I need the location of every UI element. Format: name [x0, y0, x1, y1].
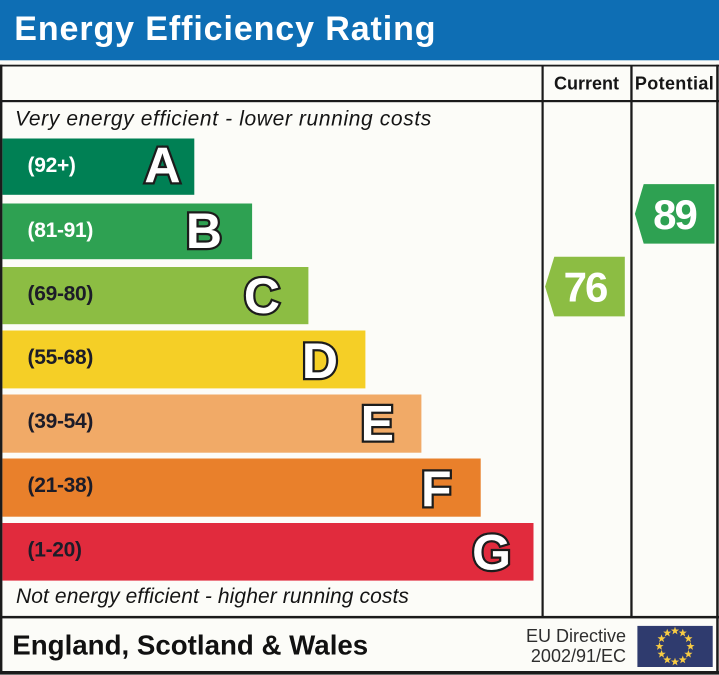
- svg-text:Very energy efficient - lower: Very energy efficient - lower running co…: [15, 108, 432, 131]
- svg-text:(55-68): (55-68): [28, 346, 94, 369]
- svg-text:C: C: [244, 268, 280, 324]
- svg-text:(21-38): (21-38): [28, 474, 94, 497]
- svg-text:76: 76: [564, 264, 607, 311]
- svg-text:D: D: [302, 333, 338, 389]
- svg-text:(1-20): (1-20): [28, 539, 82, 562]
- svg-text:(81-91): (81-91): [28, 219, 94, 242]
- svg-text:Current: Current: [554, 74, 619, 94]
- svg-text:A: A: [144, 138, 180, 194]
- svg-text:(39-54): (39-54): [28, 410, 94, 433]
- svg-text:89: 89: [653, 191, 696, 238]
- svg-text:F: F: [421, 461, 452, 517]
- svg-text:EU Directive: EU Directive: [526, 626, 626, 646]
- svg-text:2002/91/EC: 2002/91/EC: [531, 646, 626, 666]
- svg-text:B: B: [186, 203, 222, 259]
- svg-text:G: G: [472, 525, 511, 581]
- svg-text:E: E: [361, 396, 394, 452]
- svg-text:Potential: Potential: [635, 74, 714, 94]
- svg-text:(92+): (92+): [28, 154, 76, 177]
- svg-text:(69-80): (69-80): [28, 283, 94, 306]
- svg-text:Not energy efficient - higher: Not energy efficient - higher running co…: [16, 585, 409, 608]
- svg-text:England, Scotland & Wales: England, Scotland & Wales: [12, 629, 368, 660]
- svg-text:Energy Efficiency Rating: Energy Efficiency Rating: [14, 10, 436, 48]
